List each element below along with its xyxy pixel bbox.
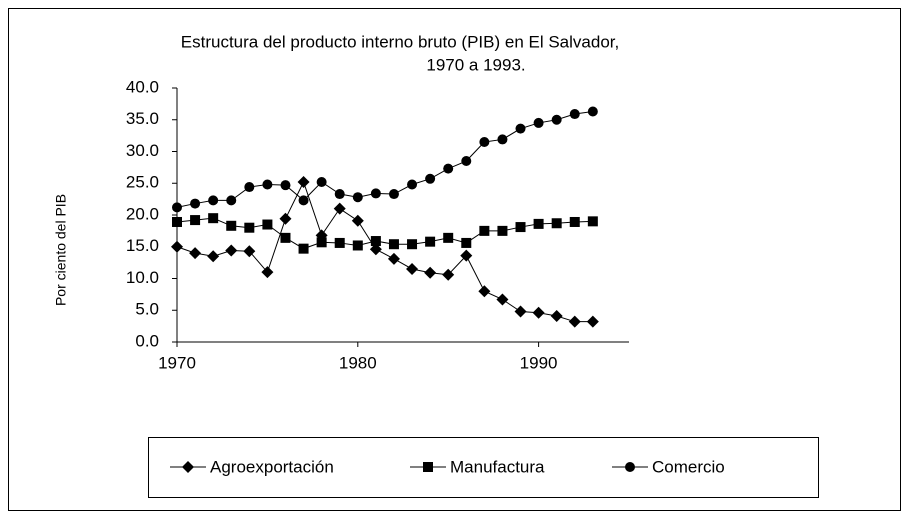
marker (461, 237, 472, 248)
marker (316, 176, 327, 187)
marker (333, 202, 346, 215)
marker (297, 175, 310, 188)
marker (316, 237, 327, 248)
y-tick-label: 5.0 (135, 300, 159, 319)
x-tick-label: 1970 (158, 353, 196, 372)
legend-label: Agroexportación (210, 457, 334, 476)
marker (388, 189, 399, 200)
y-tick-label: 30.0 (126, 141, 159, 160)
marker (407, 239, 418, 250)
marker (171, 240, 183, 253)
marker (226, 195, 237, 206)
marker (425, 173, 436, 184)
marker (496, 293, 509, 306)
y-tick-label: 35.0 (126, 109, 159, 128)
marker (190, 215, 201, 226)
series-line (176, 217, 593, 250)
marker (569, 216, 580, 227)
marker (515, 222, 526, 233)
chart-border (8, 8, 901, 511)
marker (443, 163, 454, 174)
marker (352, 192, 363, 203)
marker (208, 213, 219, 224)
marker (407, 179, 418, 190)
marker (189, 247, 202, 260)
marker (352, 240, 363, 251)
marker (244, 222, 255, 233)
y-tick-label: 15.0 (126, 236, 159, 255)
marker (550, 309, 563, 322)
marker (208, 195, 219, 206)
marker (226, 220, 237, 231)
legend-box (148, 437, 819, 498)
marker (280, 232, 291, 243)
marker (334, 189, 345, 200)
marker (424, 266, 437, 279)
marker (514, 305, 527, 318)
marker (533, 117, 544, 128)
marker (244, 182, 255, 193)
marker (334, 237, 345, 248)
marker (387, 252, 400, 265)
marker (443, 232, 454, 243)
marker (280, 180, 291, 191)
marker (425, 236, 436, 247)
chart-title: Estructura del producto interno bruto (P… (181, 32, 619, 51)
marker (568, 315, 581, 328)
marker (551, 218, 562, 229)
marker (497, 134, 508, 145)
marker (532, 306, 545, 319)
y-tick-label: 25.0 (126, 173, 159, 192)
marker (351, 214, 364, 227)
marker (497, 225, 508, 236)
marker (515, 123, 526, 134)
marker (369, 243, 382, 256)
marker (460, 249, 473, 262)
series-line (176, 110, 593, 208)
chart-title: 1970 a 1993. (426, 55, 525, 74)
x-tick-label: 1990 (520, 353, 558, 372)
marker (406, 262, 419, 275)
legend-marker (423, 462, 433, 472)
marker (479, 136, 490, 147)
legend-marker (625, 462, 635, 472)
marker (225, 244, 238, 257)
marker (261, 266, 274, 279)
marker (478, 285, 491, 298)
legend-marker (182, 461, 194, 473)
marker (586, 315, 599, 328)
marker (262, 179, 273, 190)
marker (370, 236, 381, 247)
marker (461, 156, 472, 167)
marker (388, 239, 399, 250)
marker (533, 218, 544, 229)
marker (190, 198, 201, 209)
marker (279, 212, 292, 225)
marker (442, 268, 455, 281)
marker (172, 216, 182, 227)
marker (298, 243, 309, 254)
y-tick-label: 40.0 (126, 77, 159, 96)
marker (172, 202, 182, 213)
series-line (176, 180, 593, 323)
y-tick-label: 10.0 (126, 268, 159, 287)
marker (587, 106, 598, 117)
marker (243, 245, 256, 258)
y-tick-label: 0.0 (135, 331, 159, 350)
marker (298, 195, 309, 206)
legend-label: Manufactura (450, 457, 545, 476)
marker (569, 109, 580, 120)
y-tick-label: 20.0 (126, 204, 159, 223)
y-axis-label: Por ciento del PIB (53, 194, 69, 306)
x-tick-label: 1980 (339, 353, 377, 372)
marker (587, 216, 598, 227)
marker (262, 219, 273, 230)
legend-label: Comercio (652, 457, 725, 476)
marker (370, 188, 381, 199)
marker (479, 225, 490, 236)
marker (551, 114, 562, 125)
marker (207, 250, 220, 263)
